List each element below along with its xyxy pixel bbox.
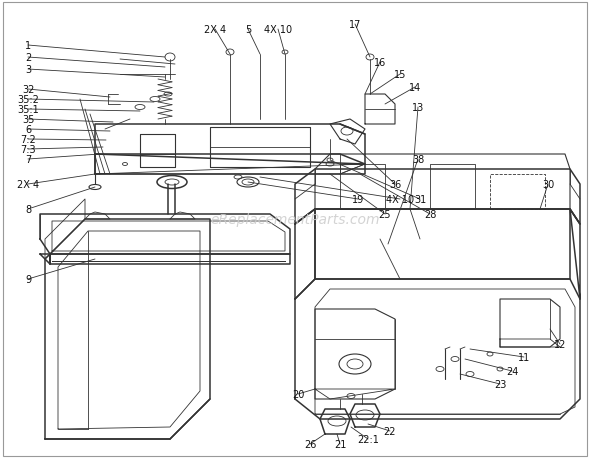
Text: 35:2: 35:2 xyxy=(17,95,39,105)
Text: 15: 15 xyxy=(394,70,406,80)
Text: 16: 16 xyxy=(374,58,386,68)
Text: 6: 6 xyxy=(25,125,31,134)
Text: 31: 31 xyxy=(414,195,426,205)
Text: 36: 36 xyxy=(389,179,401,190)
Text: 28: 28 xyxy=(424,210,436,219)
Text: 2X 4: 2X 4 xyxy=(204,25,226,35)
Text: 5: 5 xyxy=(245,25,251,35)
Text: 22: 22 xyxy=(384,426,396,436)
Text: 35:1: 35:1 xyxy=(17,105,39,115)
Text: 21: 21 xyxy=(334,439,346,449)
Text: 14: 14 xyxy=(409,83,421,93)
Text: 26: 26 xyxy=(304,439,316,449)
Text: 2: 2 xyxy=(25,53,31,63)
Text: 4X 10: 4X 10 xyxy=(386,195,414,205)
Text: eReplacementParts.com: eReplacementParts.com xyxy=(210,213,380,226)
Text: 7: 7 xyxy=(25,155,31,165)
Text: 13: 13 xyxy=(412,103,424,113)
Text: 38: 38 xyxy=(412,155,424,165)
Text: 24: 24 xyxy=(506,366,518,376)
Text: 32: 32 xyxy=(22,85,34,95)
Text: 4X 10: 4X 10 xyxy=(264,25,292,35)
Text: 20: 20 xyxy=(292,389,304,399)
Text: 30: 30 xyxy=(542,179,554,190)
Text: 19: 19 xyxy=(352,195,364,205)
Text: 11: 11 xyxy=(518,352,530,362)
Text: 7:3: 7:3 xyxy=(20,145,36,155)
Text: 17: 17 xyxy=(349,20,361,30)
Text: 12: 12 xyxy=(554,339,566,349)
Text: 1: 1 xyxy=(25,41,31,51)
Text: 35: 35 xyxy=(22,115,34,125)
Text: 8: 8 xyxy=(25,205,31,214)
Text: 25: 25 xyxy=(379,210,391,219)
Text: 9: 9 xyxy=(25,274,31,285)
Text: 2X 4: 2X 4 xyxy=(17,179,39,190)
Text: 23: 23 xyxy=(494,379,506,389)
Text: 22:1: 22:1 xyxy=(357,434,379,444)
Text: 7:2: 7:2 xyxy=(20,134,36,145)
Text: 3: 3 xyxy=(25,65,31,75)
